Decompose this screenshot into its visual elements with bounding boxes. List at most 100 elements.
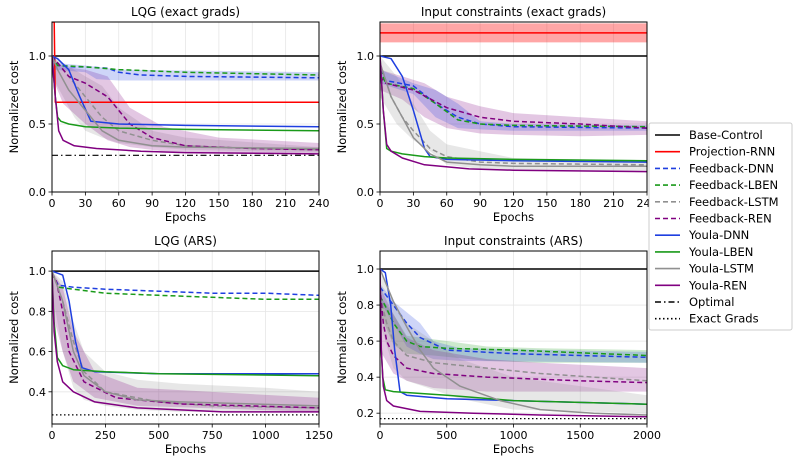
series-line-youla-lstm <box>380 62 647 167</box>
chart-panel-4: 0 500 1000 1500 2000 0.2 0.4 0.6 0.8 1.0 Input con… <box>335 234 661 456</box>
x-tick-label: 1000 <box>500 429 528 442</box>
plot-area <box>380 268 647 420</box>
series-line-feedback-lben <box>380 69 647 128</box>
y-tick-label: 0.2 <box>357 407 375 420</box>
legend: Base-Control Projection-RNN Feedback-DNN Fe… <box>648 122 793 331</box>
x-tick-label: 60 <box>112 197 126 210</box>
legend-label: Feedback-DNN <box>689 161 774 175</box>
legend-label: Youla-DNN <box>688 228 749 242</box>
x-tick-label: 180 <box>242 197 263 210</box>
legend-label: Exact Grads <box>689 312 759 326</box>
series-line-youla-dnn <box>52 55 319 128</box>
series-line-youla-dnn <box>52 270 319 375</box>
y-tick-label: 1.0 <box>29 265 47 278</box>
x-tick-label: 210 <box>275 197 296 210</box>
y-axis-label: Normalized cost <box>7 291 21 384</box>
y-tick-label: 0.4 <box>357 371 375 384</box>
series-line-feedback-dnn <box>380 69 647 129</box>
series-line-feedback-lben <box>52 272 319 301</box>
chart-title: Input constraints (ARS) <box>444 234 583 248</box>
y-tick-label: 0.0 <box>357 186 375 199</box>
series-line-youla-ren <box>52 55 319 155</box>
y-tick-label: 0.5 <box>29 118 47 131</box>
series-line-feedback-ren <box>52 55 319 151</box>
x-tick-label: 210 <box>603 197 624 210</box>
axes-frame <box>51 250 320 425</box>
x-tick-label: 30 <box>78 197 92 210</box>
x-tick-label: 750 <box>202 429 223 442</box>
x-tick-label: 2000 <box>633 429 661 442</box>
legend-label: Feedback-LBEN <box>689 178 778 192</box>
y-tick-label: 0.4 <box>29 386 47 399</box>
x-tick-label: 0 <box>377 197 384 210</box>
x-axis-label: Epochs <box>493 210 534 224</box>
legend-item-youla-dnn: Youla-DNN <box>655 228 749 242</box>
legend-item-youla-lben: Youla-LBEN <box>655 245 753 259</box>
y-tick-label: 0.0 <box>29 186 47 199</box>
series-line-feedback-lben <box>380 295 647 357</box>
x-tick-label: 0 <box>377 429 384 442</box>
x-tick-label: 0 <box>49 429 56 442</box>
x-tick-label: 1000 <box>252 429 280 442</box>
x-tick-label: 0 <box>49 197 56 210</box>
x-tick-label: 1250 <box>305 429 333 442</box>
y-tick-label: 0.6 <box>29 346 47 359</box>
legend-label: Base-Control <box>689 128 763 142</box>
series-line-feedback-ren <box>380 75 647 129</box>
series-line-youla-lstm <box>380 268 647 416</box>
y-axis-label: Normalized cost <box>7 60 21 153</box>
chart-panel-3: 0 250 500 750 1000 1250 0.4 0.6 0.8 1.0 LQG (ARS) E… <box>7 234 333 456</box>
legend-frame <box>648 122 793 331</box>
chart-title: LQG (ARS) <box>154 234 217 248</box>
y-axis-label: Normalized cost <box>335 60 349 153</box>
x-tick-label: 180 <box>570 197 591 210</box>
legend-item-projection-rnn: Projection-RNN <box>655 145 775 159</box>
legend-label: Optimal <box>689 295 735 309</box>
legend-label: Feedback-REN <box>689 212 772 226</box>
legend-item-optimal: Optimal <box>655 295 735 309</box>
series-line-feedback-lben <box>52 55 319 76</box>
legend-label: Youla-REN <box>688 278 747 292</box>
series-line-feedback-ren <box>52 272 319 409</box>
legend-item-feedback-lben: Feedback-LBEN <box>655 178 778 192</box>
x-tick-label: 120 <box>503 197 524 210</box>
x-tick-label: 90 <box>145 197 159 210</box>
y-tick-label: 0.8 <box>357 299 375 312</box>
chart-title: Input constraints (exact grads) <box>421 5 606 19</box>
legend-item-exact-grads: Exact Grads <box>655 312 759 326</box>
series-line-feedback-ren <box>380 286 647 384</box>
x-tick-label: 90 <box>473 197 487 210</box>
x-tick-label: 60 <box>440 197 454 210</box>
band-feedback-ren <box>52 271 319 412</box>
x-axis-label: Epochs <box>493 442 534 456</box>
x-tick-label: 500 <box>436 429 457 442</box>
legend-item-base-control: Base-Control <box>655 128 763 142</box>
band-feedback-dnn <box>380 69 647 131</box>
x-tick-label: 500 <box>148 429 169 442</box>
plot-area <box>52 270 319 416</box>
legend-item-youla-ren: Youla-REN <box>655 278 747 292</box>
x-tick-label: 120 <box>175 197 196 210</box>
plot-area <box>380 23 647 173</box>
band-feedback-ren <box>380 287 647 392</box>
y-tick-label: 1.0 <box>357 263 375 276</box>
x-tick-label: 240 <box>309 197 330 210</box>
band-feedback-lben <box>380 296 647 363</box>
legend-label: Projection-RNN <box>689 145 775 159</box>
band-feedback-ren <box>380 69 647 137</box>
band-youla-lstm <box>52 271 319 412</box>
legend-item-feedback-ren: Feedback-REN <box>655 212 772 226</box>
series-line-feedback-lstm <box>380 295 647 382</box>
series-line-youla-ren <box>380 55 647 173</box>
y-axis-label: Normalized cost <box>335 291 349 384</box>
series-line-youla-ren <box>380 268 647 418</box>
x-tick-label: 150 <box>208 197 229 210</box>
y-tick-label: 1.0 <box>29 50 47 63</box>
series-line-youla-dnn <box>380 268 647 405</box>
series-line-youla-lstm <box>52 270 319 407</box>
chart-panel-1: 0 30 60 90 120 150 180 210 240 0.0 0.5 1.0 LQG (exac… <box>7 5 330 224</box>
legend-item-youla-lstm: Youla-LSTM <box>655 262 754 276</box>
series-line-youla-ren <box>52 273 319 413</box>
